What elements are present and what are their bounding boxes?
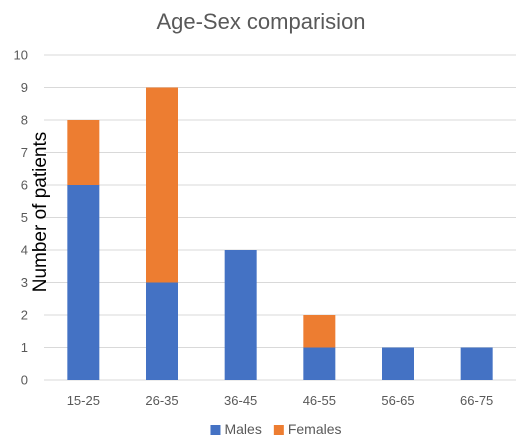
x-tick-label: 15-25 <box>67 393 100 408</box>
bar-females-46-55 <box>303 315 336 348</box>
bar-males-46-55 <box>303 347 336 380</box>
y-tick-label: 7 <box>21 145 28 160</box>
chart-title: Age-Sex comparision <box>156 9 365 34</box>
x-tick-label: 36-45 <box>224 393 257 408</box>
legend-label: Females <box>288 421 342 437</box>
legend-item-males: Males <box>210 421 262 437</box>
legend-label: Males <box>224 421 261 437</box>
bar-females-26-35 <box>146 87 178 283</box>
bar-males-66-75 <box>460 347 493 380</box>
x-tick-label: 46-55 <box>303 393 336 408</box>
y-tick-label: 9 <box>21 80 28 95</box>
bar-females-15-25 <box>67 120 100 185</box>
bar-males-56-65 <box>382 347 414 380</box>
y-tick-label: 2 <box>21 308 28 323</box>
x-tick-label: 26-35 <box>145 393 178 408</box>
y-tick-label: 4 <box>21 243 28 258</box>
y-tick-label: 3 <box>21 275 28 290</box>
gridlines <box>44 54 516 381</box>
legend: Males Females <box>210 421 342 437</box>
legend-swatch <box>210 425 221 435</box>
bars <box>67 87 493 380</box>
bar-males-15-25 <box>67 185 100 380</box>
y-axis-title: Number of patients <box>30 132 51 293</box>
bar-males-36-45 <box>224 250 257 380</box>
y-tick-label: 10 <box>14 48 28 63</box>
y-tick-label: 1 <box>21 340 28 355</box>
y-tick-label: 6 <box>21 178 28 193</box>
bar-males-26-35 <box>146 282 178 380</box>
y-tick-label: 0 <box>21 373 28 388</box>
y-axis-ticks: 0 1 2 3 4 5 6 7 8 9 10 <box>14 48 28 388</box>
x-tick-label: 66-75 <box>460 393 493 408</box>
x-tick-label: 56-65 <box>381 393 414 408</box>
y-tick-label: 5 <box>21 210 28 225</box>
legend-item-females: Females <box>273 421 342 437</box>
x-axis-ticks: 15-25 26-35 36-45 46-55 56-65 66-75 <box>67 393 494 408</box>
legend-swatch <box>273 425 284 435</box>
y-tick-label: 8 <box>21 113 28 128</box>
